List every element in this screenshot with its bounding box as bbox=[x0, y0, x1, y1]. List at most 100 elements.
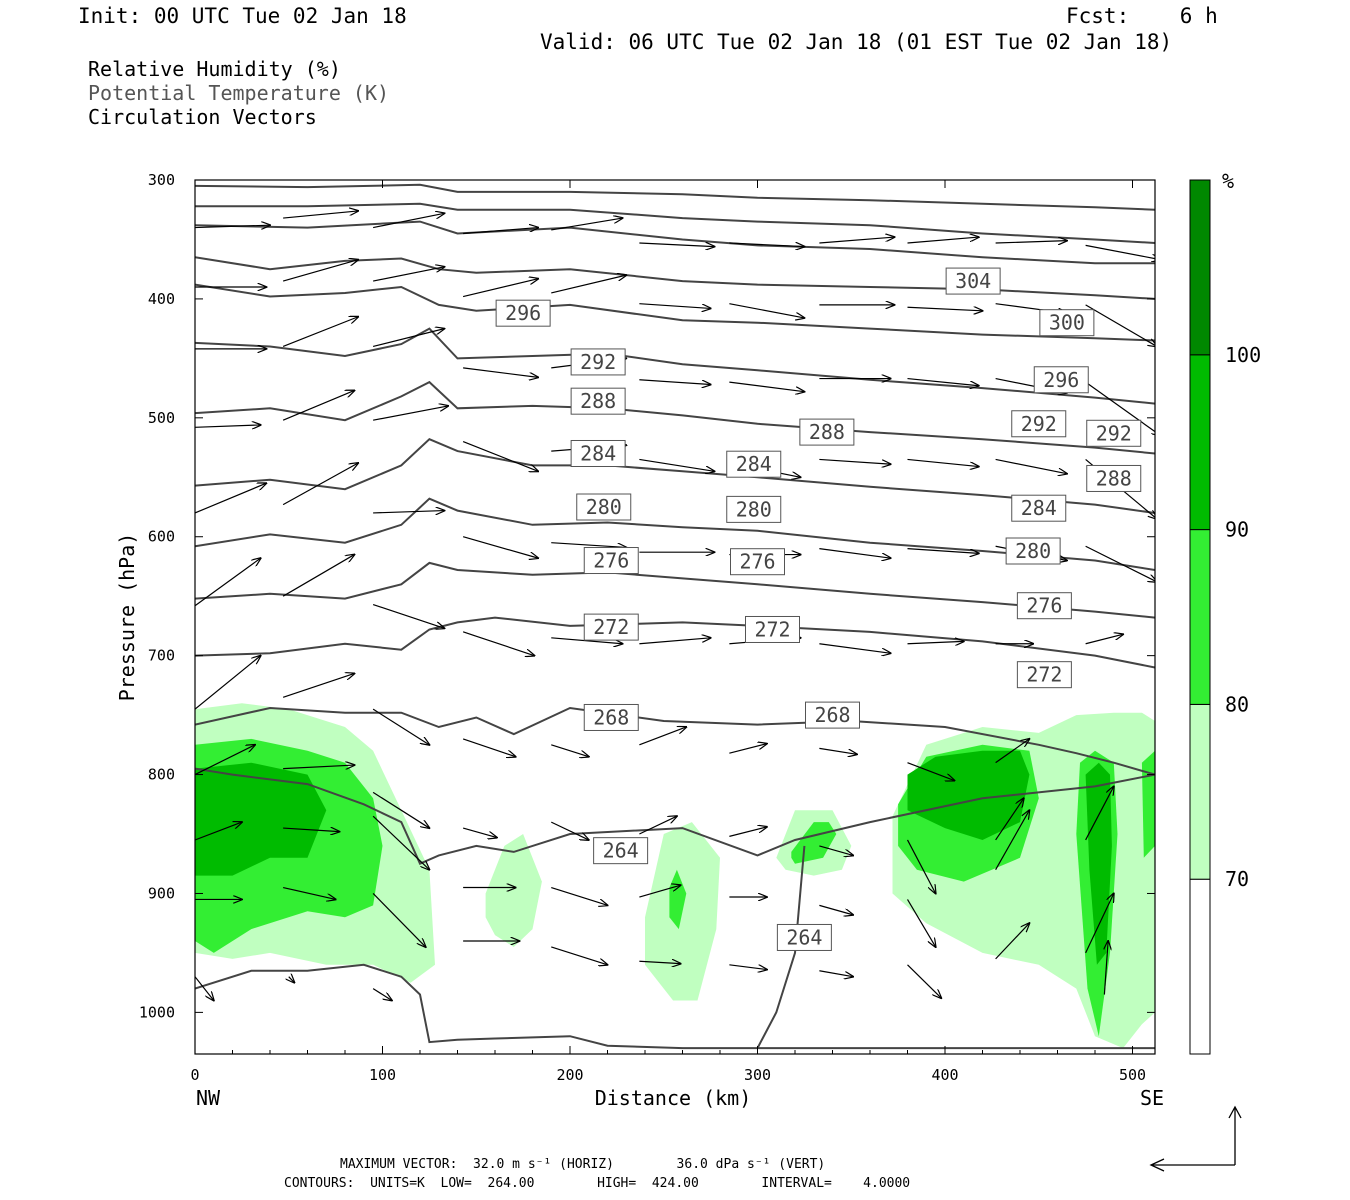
circulation-vector bbox=[729, 243, 804, 247]
humidity-fill-layer bbox=[195, 703, 1155, 1049]
theta-label: 280 bbox=[576, 493, 632, 521]
circulation-vector bbox=[289, 977, 295, 983]
circulation-vector bbox=[373, 267, 444, 282]
theta-contour bbox=[195, 561, 1155, 619]
circulation-vector bbox=[1104, 941, 1108, 995]
theta-label: 276 bbox=[583, 547, 639, 575]
colorbar-level-label: 80 bbox=[1225, 692, 1249, 716]
x-axis-label: Distance (km) bbox=[595, 1086, 752, 1110]
theta-contour bbox=[195, 327, 1155, 405]
theta-label-text: 264 bbox=[786, 925, 822, 949]
theta-contour bbox=[195, 220, 1155, 265]
theta-label-box bbox=[805, 701, 860, 729]
contour-label-layer: 304 300 296 296 292 292 292 288 288 288 284 284 284 2… bbox=[495, 267, 1142, 951]
circulation-vector bbox=[819, 970, 853, 977]
circulation-vector bbox=[729, 827, 767, 837]
theta-label-text: 276 bbox=[1026, 594, 1062, 618]
theta-label: 272 bbox=[745, 615, 800, 643]
colorbar: 70 80 90 100% bbox=[1189, 169, 1261, 1055]
theta-label-box bbox=[583, 703, 639, 731]
circulation-vector bbox=[819, 237, 894, 244]
x-tick-label: 100 bbox=[369, 1066, 396, 1084]
y-tick-label: 300 bbox=[148, 171, 175, 189]
circulation-vector bbox=[639, 458, 714, 471]
footer-contours: CONTOURS: UNITS=K LOW= 264.00 HIGH= 424.… bbox=[284, 1176, 911, 1191]
circulation-vector bbox=[551, 946, 607, 965]
y-tick-label: 500 bbox=[148, 409, 175, 427]
circulation-vector bbox=[551, 744, 589, 757]
legend-rh: Relative Humidity (%) bbox=[88, 57, 341, 81]
y-axis-label: Pressure (hPa) bbox=[115, 533, 139, 702]
circulation-vector bbox=[462, 738, 516, 757]
circulation-vector bbox=[283, 828, 339, 832]
x-end-label-left: NW bbox=[196, 1086, 221, 1110]
circulation-vector bbox=[819, 904, 853, 915]
theta-label-text: 284 bbox=[736, 452, 772, 476]
theta-label: 284 bbox=[1011, 494, 1067, 522]
x-tick-label: 300 bbox=[744, 1066, 771, 1084]
theta-contour bbox=[195, 438, 1155, 514]
colorbar-segment bbox=[1189, 703, 1211, 880]
circulation-vector bbox=[995, 241, 1067, 243]
theta-label-text: 292 bbox=[580, 350, 616, 374]
circulation-vector bbox=[372, 603, 444, 629]
theta-label-text: 288 bbox=[809, 420, 845, 444]
theta-label-box bbox=[945, 267, 1001, 295]
x-tick-label: 0 bbox=[190, 1066, 199, 1084]
theta-label-box bbox=[576, 493, 632, 521]
theta-label-box bbox=[726, 450, 782, 478]
footer-max-vector: MAXIMUM VECTOR: 32.0 m s⁻¹ (HORIZ) 36.0 … bbox=[340, 1157, 826, 1172]
circulation-vector bbox=[372, 815, 429, 870]
theta-label-text: 304 bbox=[955, 269, 991, 293]
x-tick-label: 200 bbox=[556, 1066, 583, 1084]
circulation-vector bbox=[462, 827, 497, 838]
circulation-vector bbox=[1085, 786, 1114, 841]
circulation-vector bbox=[283, 211, 358, 219]
circulation-vector bbox=[283, 765, 354, 769]
theta-label: 304 bbox=[945, 267, 1001, 295]
circulation-vector bbox=[1085, 381, 1155, 436]
circulation-vector bbox=[907, 458, 979, 466]
circulation-vector bbox=[729, 303, 804, 318]
circulation-vector bbox=[819, 643, 890, 654]
theta-contour bbox=[195, 767, 1155, 866]
circulation-vector bbox=[819, 548, 890, 559]
theta-label-text: 288 bbox=[580, 389, 616, 413]
circulation-vector bbox=[282, 260, 358, 282]
theta-label-text: 284 bbox=[580, 441, 616, 465]
circulation-vector bbox=[819, 747, 857, 754]
legend-theta: Potential Temperature (K) bbox=[88, 81, 390, 105]
theta-label: 284 bbox=[726, 450, 782, 478]
circulation-vector bbox=[462, 279, 538, 298]
circulation-vector bbox=[1085, 634, 1124, 645]
theta-contour bbox=[195, 380, 1155, 455]
colorbar-segment bbox=[1189, 878, 1211, 1055]
theta-label-text: 296 bbox=[505, 301, 541, 325]
circulation-vector bbox=[373, 406, 448, 421]
colorbar-level-label: 100 bbox=[1225, 343, 1261, 367]
theta-label-box bbox=[1086, 464, 1142, 492]
theta-label-box bbox=[593, 837, 649, 865]
y-tick-label: 900 bbox=[148, 884, 175, 902]
circulation-vector bbox=[372, 329, 444, 348]
circulation-vector bbox=[550, 821, 589, 840]
circulation-vector bbox=[729, 381, 804, 392]
circulation-vector bbox=[819, 845, 853, 856]
theta-label: 280 bbox=[1005, 537, 1061, 565]
circulation-vector bbox=[1085, 893, 1114, 954]
theta-label-box bbox=[570, 387, 626, 415]
theta-label: 276 bbox=[1016, 592, 1072, 620]
vector-layer bbox=[195, 211, 1155, 1001]
circulation-vector bbox=[907, 377, 979, 386]
circulation-vector bbox=[907, 762, 955, 781]
theta-label-box bbox=[1033, 366, 1089, 394]
theta-contour bbox=[195, 497, 1155, 571]
theta-label-box bbox=[1011, 410, 1067, 438]
y-tick-label: 700 bbox=[148, 647, 175, 665]
theta-label: 296 bbox=[1033, 366, 1089, 394]
theta-label-text: 300 bbox=[1049, 311, 1085, 335]
y-tick-label: 1000 bbox=[139, 1003, 175, 1021]
theta-label: 272 bbox=[1016, 661, 1072, 689]
theta-label: 296 bbox=[495, 299, 551, 327]
